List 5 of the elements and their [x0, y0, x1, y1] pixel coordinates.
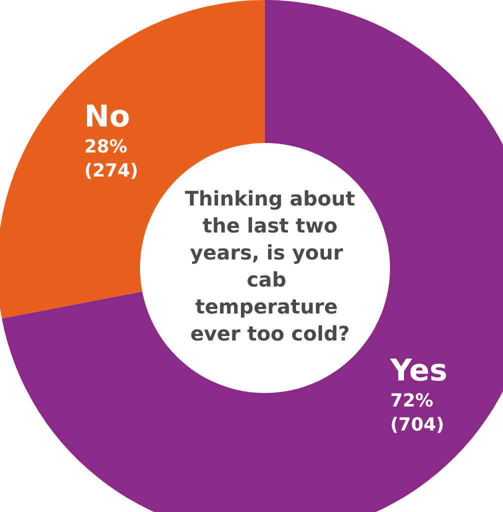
data-label: 72% (704) — [390, 390, 444, 436]
slice-label: Yes — [389, 354, 448, 389]
text: Thinking about the last two years, is your cab temperature ever too cold? — [185, 186, 356, 346]
slice-label: No — [84, 99, 130, 134]
data-label: 28% (274) — [84, 136, 138, 182]
